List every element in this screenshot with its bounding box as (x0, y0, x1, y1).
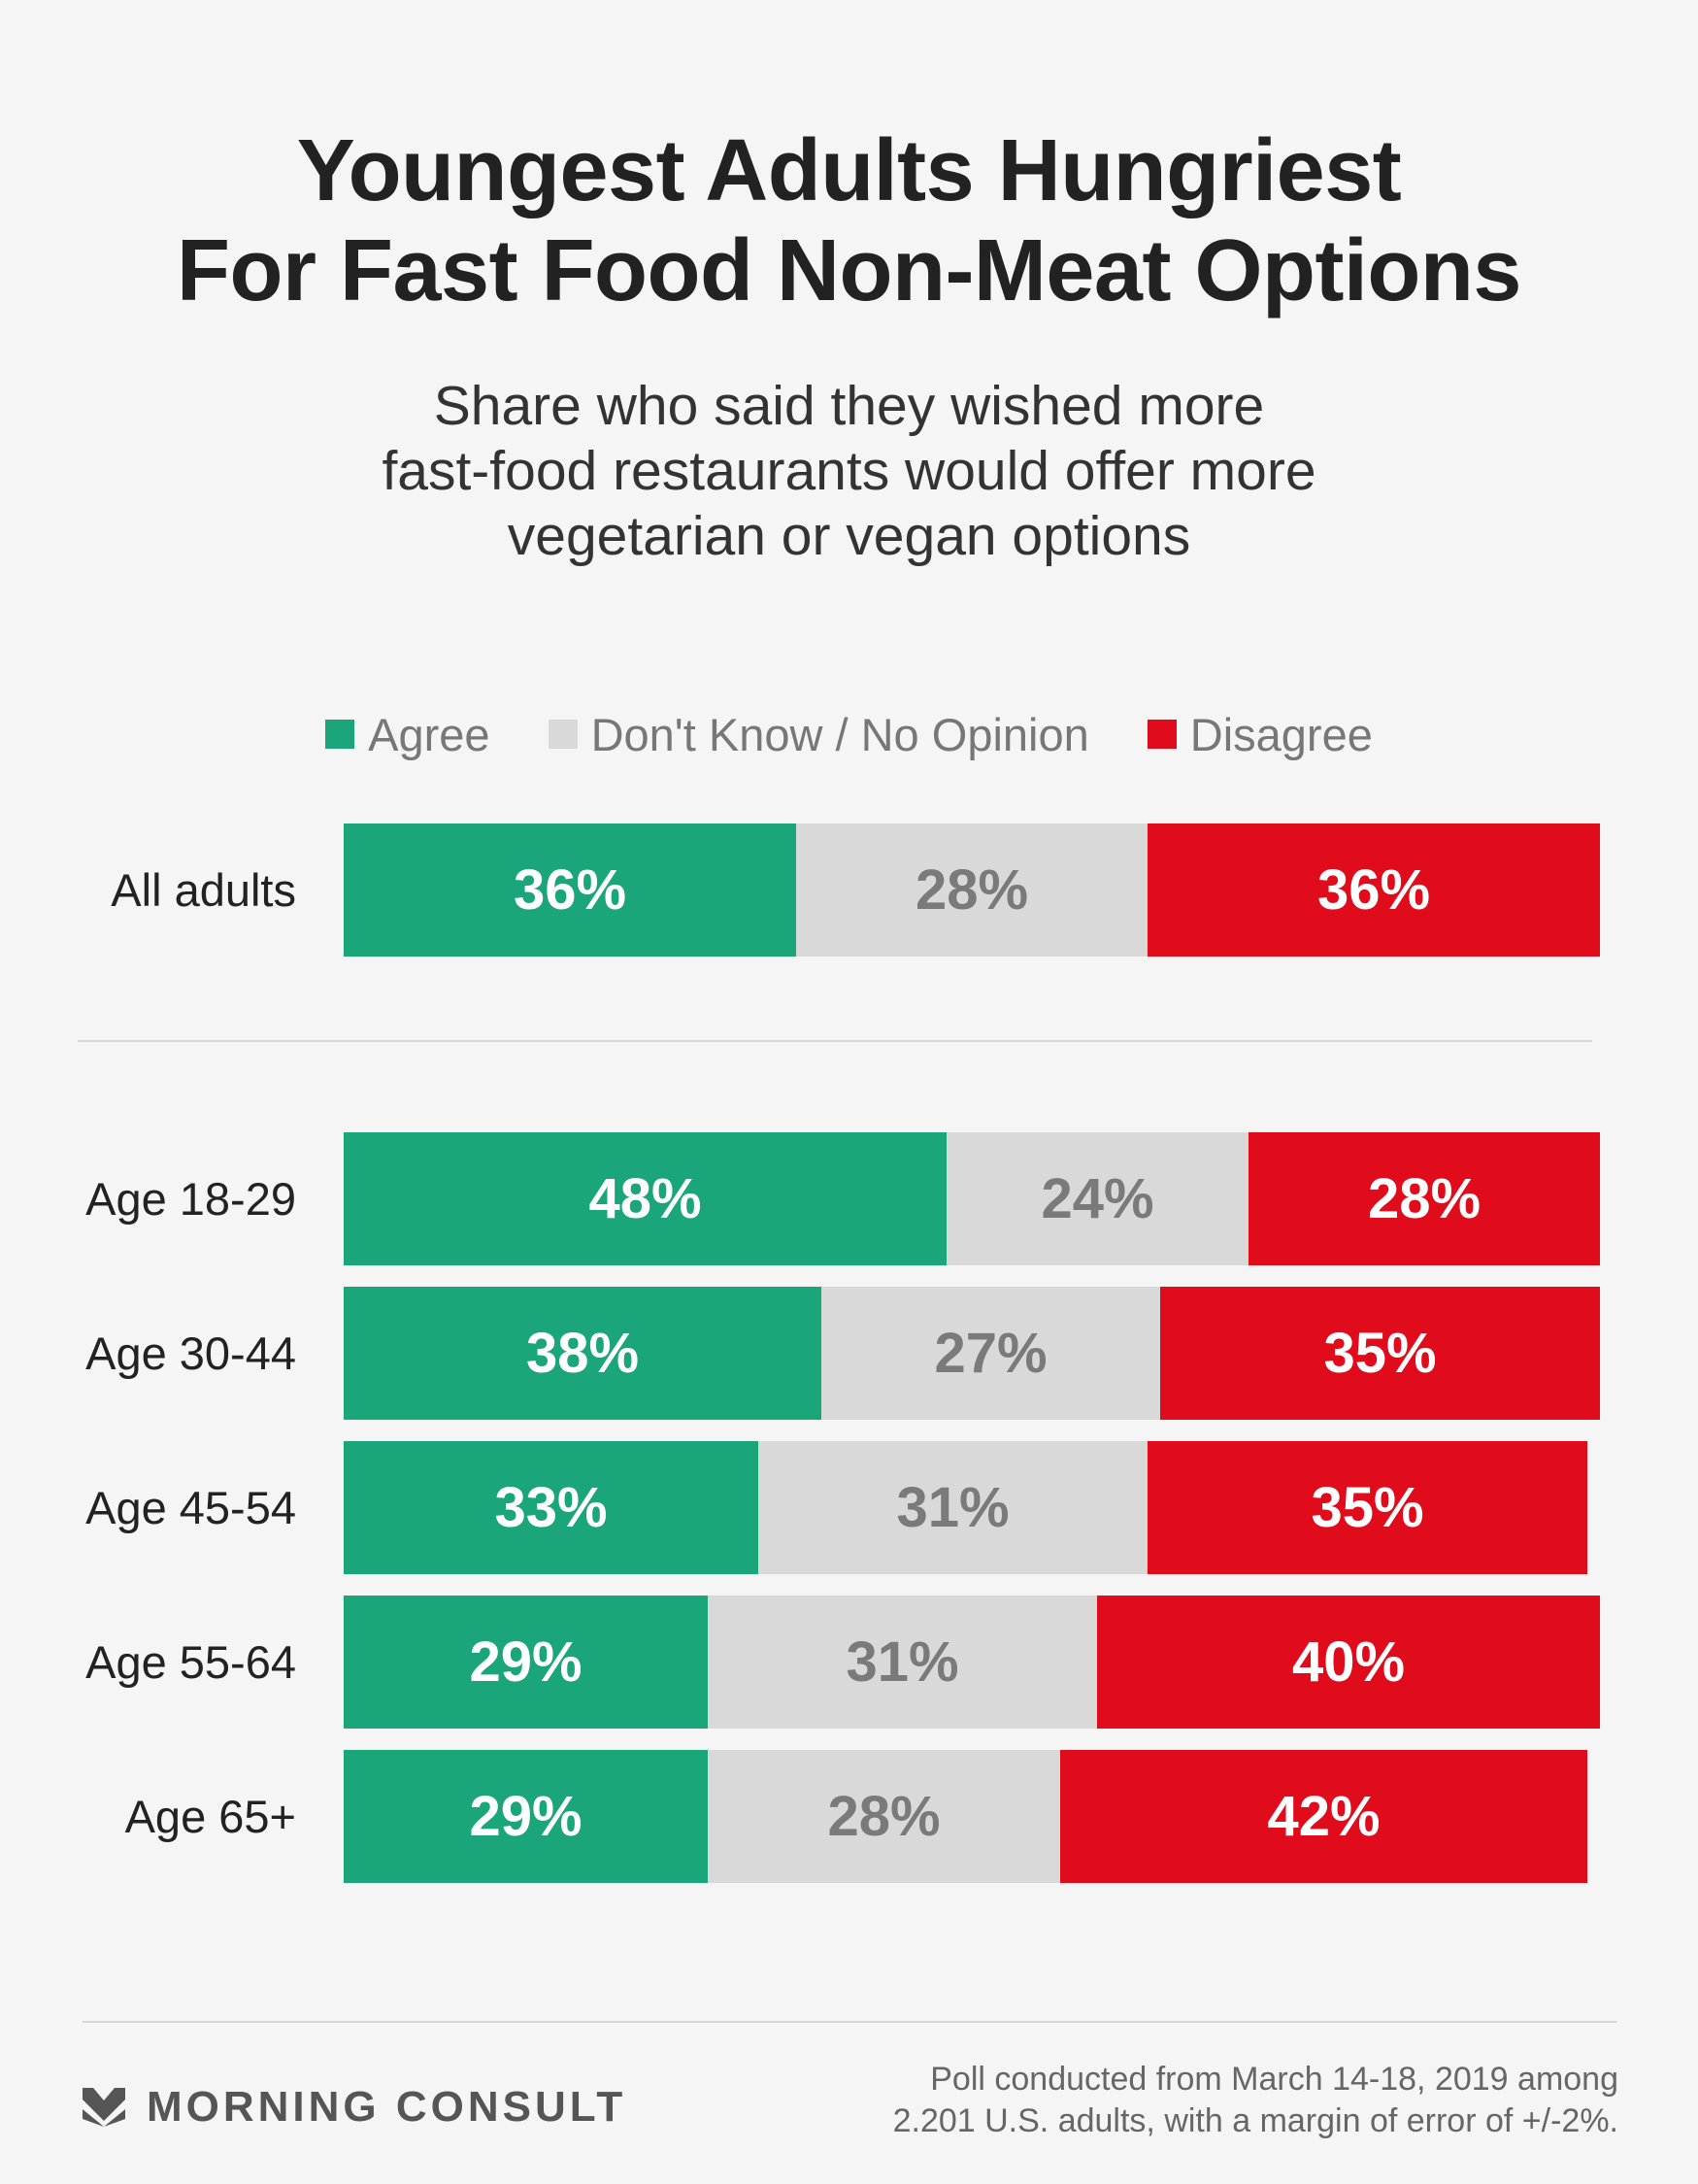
methodology-note: Poll conducted from March 14-18, 2019 am… (745, 2059, 1618, 2142)
data-label-age-45-54-dont-know: 31% (896, 1476, 1010, 1539)
legend-item-dont-know: Don't Know / No Opinion (548, 708, 1089, 761)
bar-age-45-54-disagree: 35% (1148, 1441, 1587, 1574)
legend-label-dont-know: Don't Know / No Opinion (590, 708, 1089, 760)
bar-age-55-64-agree: 29% (344, 1596, 708, 1729)
category-label-age-65: Age 65+ (124, 1790, 296, 1842)
bar-age-55-64-dont-know: 31% (708, 1596, 1097, 1729)
bar-age-65-disagree: 42% (1060, 1750, 1587, 1883)
data-label-all-adults-dont-know: 28% (915, 858, 1029, 922)
legend-swatch-dont-know (548, 720, 578, 749)
chart-subtitle-line-3: vegetarian or vegan options (507, 505, 1191, 567)
chart-subtitle-line-2: fast-food restaurants would offer more (382, 440, 1316, 502)
data-label-age-65-dont-know: 28% (827, 1785, 941, 1848)
data-label-age-45-54-agree: 33% (494, 1476, 608, 1539)
data-label-age-30-44-agree: 38% (525, 1322, 640, 1385)
legend-item-disagree: Disagree (1147, 708, 1373, 761)
bar-age-65-dont-know: 28% (708, 1750, 1060, 1883)
data-label-age-55-64-dont-know: 31% (846, 1630, 959, 1694)
legend-swatch-disagree (1147, 720, 1177, 749)
bar-age-65-agree: 29% (344, 1750, 708, 1883)
category-label-age-55-64: Age 55-64 (85, 1635, 296, 1688)
data-label-age-55-64-agree: 29% (469, 1630, 583, 1694)
bar-age-30-44-disagree: 35% (1160, 1287, 1600, 1420)
legend-label-disagree: Disagree (1189, 708, 1373, 760)
morning-consult-logo-icon (83, 2088, 125, 2127)
category-label-all-adults: All adults (111, 863, 296, 916)
bar-age-55-64-disagree: 40% (1097, 1596, 1600, 1729)
bar-age-18-29-dont-know: 24% (947, 1132, 1249, 1265)
brand-name: MORNING CONSULT (147, 2083, 627, 2131)
data-label-all-adults-disagree: 36% (1316, 858, 1431, 922)
chart-subtitle-line-1: Share who said they wished more (433, 375, 1265, 437)
chart-subtitle: Share who said they wished more fast-foo… (0, 374, 1698, 569)
brand-logo: MORNING CONSULT (83, 2078, 626, 2136)
data-label-age-55-64-disagree: 40% (1291, 1630, 1406, 1694)
footer-divider (83, 2021, 1616, 2023)
bar-age-30-44-agree: 38% (344, 1287, 821, 1420)
legend-label-agree: Agree (368, 708, 490, 760)
data-label-age-30-44-disagree: 35% (1323, 1322, 1437, 1385)
legend-swatch-agree (325, 720, 355, 749)
bar-age-18-29-agree: 48% (344, 1132, 947, 1265)
bar-age-18-29-disagree: 28% (1249, 1132, 1600, 1265)
data-label-age-45-54-disagree: 35% (1311, 1476, 1424, 1539)
category-label-age-45-54: Age 45-54 (85, 1481, 296, 1533)
data-label-age-65-agree: 29% (469, 1785, 583, 1848)
chart-title: Youngest Adults Hungriest For Fast Food … (0, 121, 1698, 321)
chart-title-line-2: For Fast Food Non-Meat Options (177, 222, 1521, 319)
data-label-all-adults-agree: 36% (513, 858, 627, 922)
bar-all-adults-agree: 36% (344, 823, 796, 957)
data-label-age-18-29-dont-know: 24% (1041, 1167, 1154, 1230)
methodology-note-line-2: 2.201 U.S. adults, with a margin of erro… (892, 2102, 1618, 2139)
chart-title-line-1: Youngest Adults Hungriest (296, 122, 1402, 219)
chart-legend: Agree Don't Know / No Opinion Disagree (0, 707, 1698, 761)
bar-all-adults-disagree: 36% (1148, 823, 1600, 957)
bar-age-45-54-agree: 33% (344, 1441, 758, 1574)
category-label-age-30-44: Age 30-44 (85, 1327, 296, 1379)
bar-age-30-44-dont-know: 27% (821, 1287, 1160, 1420)
data-label-age-18-29-disagree: 28% (1367, 1167, 1482, 1230)
legend-item-agree: Agree (325, 708, 490, 761)
methodology-note-line-1: Poll conducted from March 14-18, 2019 am… (930, 2061, 1618, 2098)
data-label-age-30-44-dont-know: 27% (934, 1322, 1048, 1385)
bar-all-adults-dont-know: 28% (796, 823, 1148, 957)
category-label-age-18-29: Age 18-29 (85, 1172, 296, 1225)
data-label-age-18-29-agree: 48% (588, 1167, 702, 1230)
data-label-age-65-disagree: 42% (1267, 1785, 1381, 1848)
group-divider (78, 1040, 1592, 1042)
bar-age-45-54-dont-know: 31% (758, 1441, 1148, 1574)
